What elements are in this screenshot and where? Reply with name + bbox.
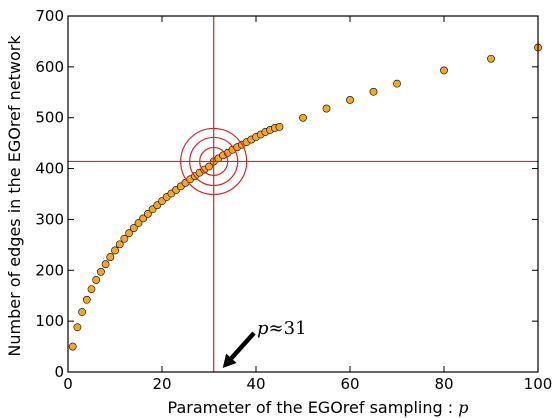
axis-labels: Parameter of the EGOref sampling : p Num…	[5, 35, 468, 417]
annotation-label: p≈31	[257, 318, 307, 339]
data-point	[73, 323, 82, 332]
data-point	[87, 285, 96, 294]
data-point	[129, 224, 138, 232]
data-point	[487, 54, 495, 63]
crosshair	[68, 16, 538, 372]
y-tick-label: 700	[35, 7, 64, 25]
data-point	[322, 104, 331, 113]
annotation-arrow-head	[222, 353, 237, 368]
annotation: p≈31	[222, 318, 307, 368]
target-ring	[180, 127, 248, 196]
y-tick-label: 400	[35, 160, 64, 178]
x-tick-label: 0	[63, 375, 73, 393]
data-point	[92, 276, 101, 284]
x-axis-label: Parameter of the EGOref sampling : p	[168, 398, 469, 417]
y-tick-label: 600	[35, 58, 64, 76]
data-point	[299, 113, 307, 122]
data-point	[369, 87, 378, 96]
data-point	[115, 240, 124, 249]
y-tick-label: 0	[54, 363, 64, 381]
y-tick-label: 300	[35, 210, 64, 228]
data-point	[120, 234, 129, 243]
y-tick-label: 500	[35, 109, 64, 127]
data-point	[68, 342, 77, 351]
data-point	[78, 308, 86, 316]
data-point	[125, 229, 134, 238]
data-point	[393, 79, 401, 88]
y-tick-label: 200	[35, 261, 64, 279]
plot-border	[67, 15, 539, 373]
data-point	[346, 96, 354, 104]
data-points	[68, 43, 542, 351]
x-tick-label: 80	[434, 375, 453, 393]
data-point	[111, 246, 119, 255]
data-point	[134, 219, 143, 227]
y-axis-label: Number of edges in the EGOref network	[5, 35, 24, 357]
data-point	[143, 209, 152, 218]
x-tick-label: 100	[524, 375, 553, 393]
target-ring	[199, 146, 229, 177]
x-tick-label: 60	[340, 375, 359, 393]
axis-ticks: 0 20 40 60 80 100 0 100 200 300 400 500 600 700	[35, 7, 552, 393]
data-point	[205, 162, 213, 171]
data-point	[275, 122, 284, 131]
annotation-arrow-shaft	[229, 331, 256, 360]
plot-frame	[67, 15, 539, 373]
data-point	[101, 260, 110, 269]
data-point	[139, 214, 148, 223]
target-ring	[189, 136, 239, 187]
y-tick-label: 100	[35, 312, 64, 330]
data-point	[106, 253, 115, 261]
data-point	[97, 267, 105, 276]
data-point	[82, 295, 91, 304]
data-point	[440, 66, 448, 75]
x-tick-label: 20	[152, 375, 171, 393]
x-tick-label: 40	[246, 375, 265, 393]
